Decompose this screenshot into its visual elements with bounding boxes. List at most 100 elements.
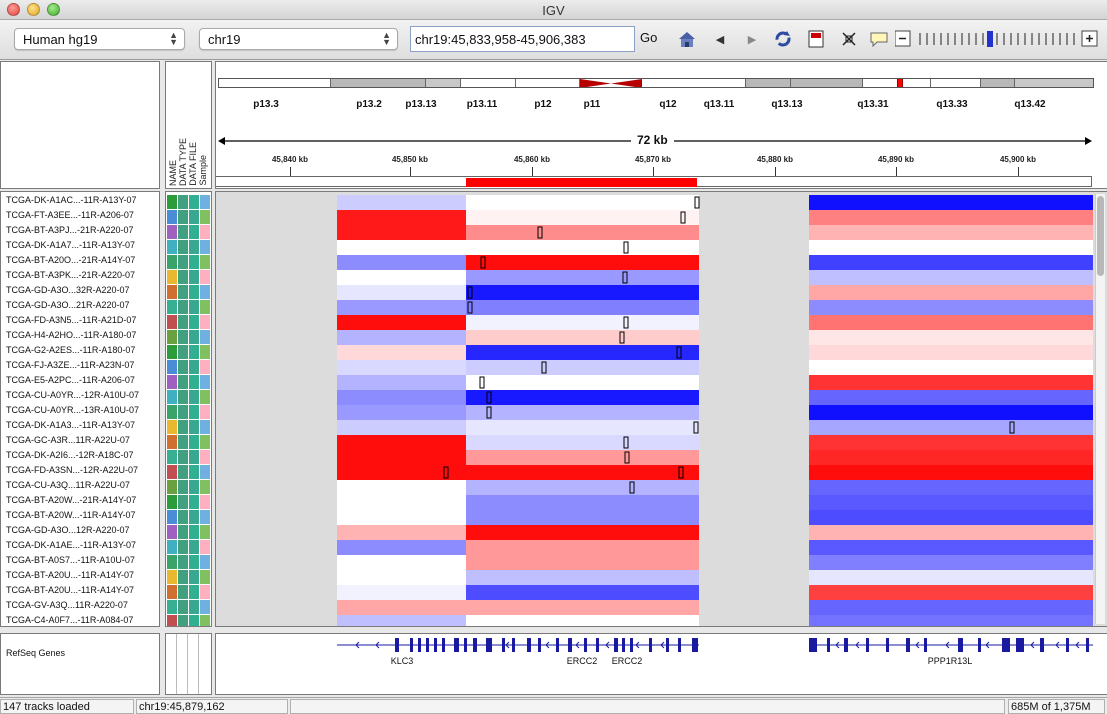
heatmap-cell[interactable] bbox=[466, 525, 699, 540]
gene-exon[interactable] bbox=[978, 638, 981, 652]
attribute-cell[interactable] bbox=[178, 240, 188, 254]
feature-marker[interactable] bbox=[623, 436, 629, 449]
feature-marker[interactable] bbox=[624, 451, 630, 464]
heatmap-cell[interactable] bbox=[809, 540, 1093, 555]
gene-exon[interactable] bbox=[502, 638, 505, 652]
heatmap-cell[interactable] bbox=[466, 300, 699, 315]
attribute-cell[interactable] bbox=[167, 450, 177, 464]
heatmap-cell[interactable] bbox=[809, 375, 1093, 390]
gene-exon[interactable] bbox=[692, 638, 698, 652]
attribute-cell[interactable] bbox=[189, 405, 199, 419]
gene-exon[interactable] bbox=[886, 638, 889, 652]
attribute-cell[interactable] bbox=[178, 525, 188, 539]
attribute-cell[interactable] bbox=[189, 270, 199, 284]
heatmap-cell[interactable] bbox=[466, 270, 699, 285]
refresh-icon[interactable] bbox=[772, 28, 794, 50]
attribute-cell[interactable] bbox=[200, 330, 210, 344]
attribute-cell[interactable] bbox=[189, 435, 199, 449]
gene-exon[interactable] bbox=[866, 638, 869, 652]
heatmap-cell[interactable] bbox=[809, 390, 1093, 405]
attribute-cell[interactable] bbox=[200, 405, 210, 419]
attribute-cell[interactable] bbox=[200, 225, 210, 239]
heatmap-cell[interactable] bbox=[809, 450, 1093, 465]
attribute-cell[interactable] bbox=[178, 330, 188, 344]
heatmap-cell[interactable] bbox=[466, 435, 699, 450]
track-name[interactable]: TCGA-C4-A0F7...-11R-A084-07 bbox=[6, 615, 134, 625]
heatmap-cell[interactable] bbox=[466, 315, 699, 330]
heatmap-cell[interactable] bbox=[466, 450, 699, 465]
gene-exon[interactable] bbox=[622, 638, 625, 652]
attr-header-sample[interactable]: Sample bbox=[198, 155, 208, 186]
feature-marker[interactable] bbox=[486, 406, 492, 419]
gene-exon[interactable] bbox=[614, 638, 618, 652]
attribute-cell[interactable] bbox=[178, 600, 188, 614]
attribute-cell[interactable] bbox=[178, 390, 188, 404]
attribute-cell[interactable] bbox=[178, 210, 188, 224]
heatmap-cell[interactable] bbox=[809, 315, 1093, 330]
heatmap-cell[interactable] bbox=[809, 510, 1093, 525]
heatmap-cell[interactable] bbox=[466, 255, 699, 270]
attribute-cell[interactable] bbox=[167, 225, 177, 239]
gene-exon[interactable] bbox=[434, 638, 437, 652]
gene-exon[interactable] bbox=[1016, 638, 1024, 652]
attribute-cell[interactable] bbox=[167, 300, 177, 314]
gene-exon[interactable] bbox=[538, 638, 541, 652]
gene-exon[interactable] bbox=[1002, 638, 1010, 652]
attribute-cell[interactable] bbox=[200, 345, 210, 359]
track-name[interactable]: TCGA-BT-A3PK...-21R-A220-07 bbox=[6, 270, 136, 280]
gene-exon[interactable] bbox=[827, 638, 830, 652]
expression-heatmap[interactable] bbox=[216, 192, 1096, 627]
attribute-cell[interactable] bbox=[189, 450, 199, 464]
attribute-cell[interactable] bbox=[178, 465, 188, 479]
gene-exon[interactable] bbox=[1066, 638, 1069, 652]
attribute-cell[interactable] bbox=[200, 300, 210, 314]
heatmap-cell[interactable] bbox=[809, 570, 1093, 585]
attribute-cell[interactable] bbox=[189, 330, 199, 344]
track-name[interactable]: TCGA-FD-A3N5...-11R-A21D-07 bbox=[6, 315, 137, 325]
gene-exon[interactable] bbox=[568, 638, 572, 652]
attribute-cell[interactable] bbox=[178, 450, 188, 464]
feature-marker[interactable] bbox=[623, 241, 629, 254]
gene-exon[interactable] bbox=[906, 638, 910, 652]
feature-marker[interactable] bbox=[622, 271, 628, 284]
attribute-cell[interactable] bbox=[178, 345, 188, 359]
attribute-cell[interactable] bbox=[189, 555, 199, 569]
attribute-cell[interactable] bbox=[200, 450, 210, 464]
track-name[interactable]: TCGA-E5-A2PC...-11R-A206-07 bbox=[6, 375, 135, 385]
track-data-panel[interactable] bbox=[215, 191, 1107, 627]
attribute-cell[interactable] bbox=[200, 195, 210, 209]
heatmap-cell[interactable] bbox=[809, 345, 1093, 360]
heatmap-cell[interactable] bbox=[337, 300, 466, 315]
attribute-cell[interactable] bbox=[189, 525, 199, 539]
feature-marker[interactable] bbox=[694, 196, 700, 209]
attribute-cell[interactable] bbox=[189, 420, 199, 434]
gene-exon[interactable] bbox=[1086, 638, 1089, 652]
gene-exon[interactable] bbox=[630, 638, 633, 652]
attr-header-data-file[interactable]: DATA FILE bbox=[188, 142, 198, 186]
track-name[interactable]: TCGA-BT-A20O...-21R-A14Y-07 bbox=[6, 255, 136, 265]
attribute-cell[interactable] bbox=[178, 300, 188, 314]
attribute-cell[interactable] bbox=[167, 195, 177, 209]
track-name[interactable]: TCGA-H4-A2HO...-11R-A180-07 bbox=[6, 330, 137, 340]
attribute-cell[interactable] bbox=[200, 555, 210, 569]
attribute-cell[interactable] bbox=[178, 360, 188, 374]
feature-marker[interactable] bbox=[467, 286, 473, 299]
zoom-window-button[interactable] bbox=[47, 3, 60, 16]
zoom-slider[interactable] bbox=[894, 29, 1100, 49]
heatmap-cell[interactable] bbox=[466, 375, 699, 390]
close-window-button[interactable] bbox=[7, 3, 20, 16]
heatmap-cell[interactable] bbox=[809, 240, 1093, 255]
gene-exon[interactable] bbox=[924, 638, 927, 652]
attribute-cell[interactable] bbox=[167, 585, 177, 599]
roi-icon[interactable] bbox=[805, 28, 827, 50]
feature-marker[interactable] bbox=[693, 421, 699, 434]
track-name[interactable]: TCGA-BT-A0S7...-11R-A10U-07 bbox=[6, 555, 135, 565]
attribute-cell[interactable] bbox=[200, 435, 210, 449]
attribute-cell[interactable] bbox=[178, 195, 188, 209]
attribute-cell[interactable] bbox=[200, 390, 210, 404]
attribute-cell[interactable] bbox=[189, 540, 199, 554]
gene-exon[interactable] bbox=[678, 638, 681, 652]
attribute-cell[interactable] bbox=[189, 285, 199, 299]
feature-marker[interactable] bbox=[486, 391, 492, 404]
attribute-cell[interactable] bbox=[189, 510, 199, 524]
